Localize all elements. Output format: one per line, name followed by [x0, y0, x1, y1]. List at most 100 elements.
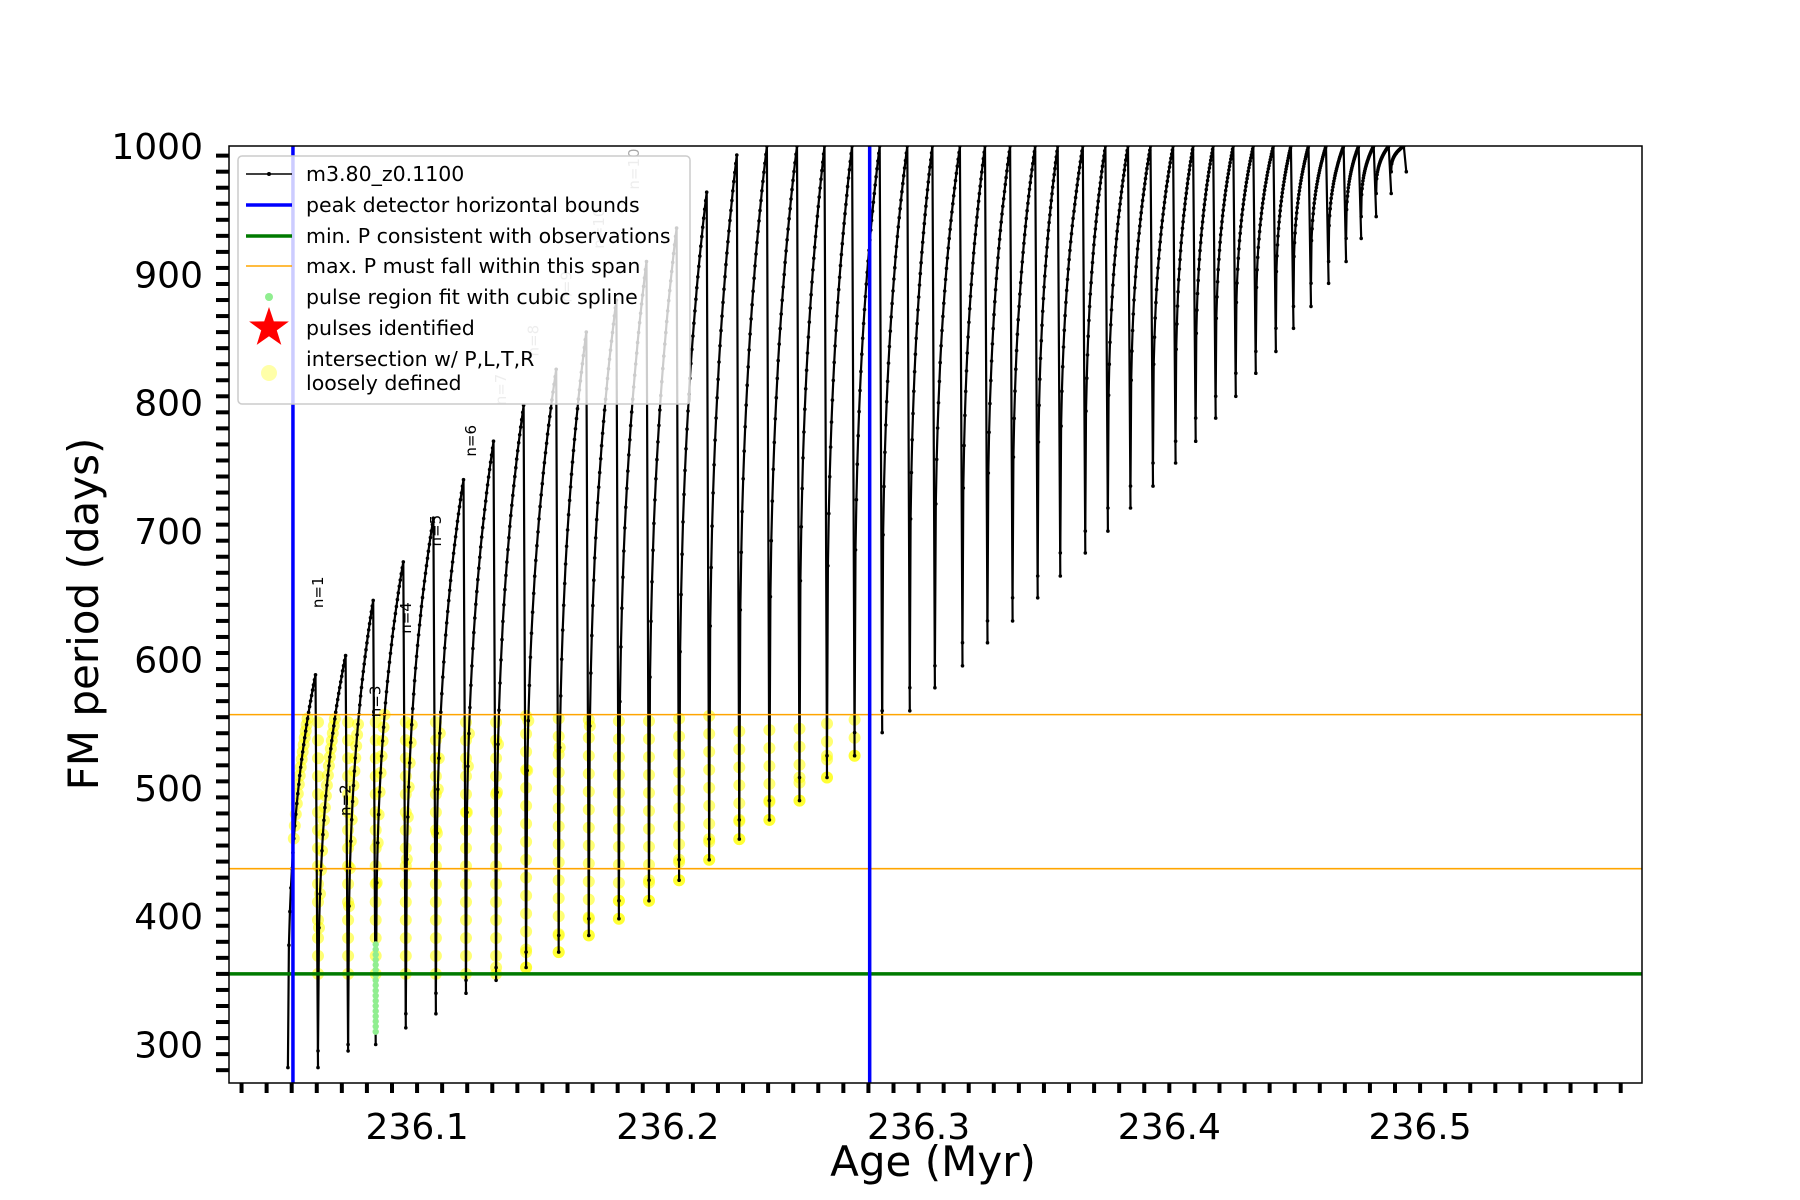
- series-point: [1236, 256, 1241, 261]
- series-point: [965, 351, 970, 355]
- series-point: [399, 572, 404, 576]
- series-point: [1135, 255, 1139, 260]
- series-point: [627, 453, 631, 457]
- series-point: [1173, 439, 1178, 444]
- series-point: [358, 703, 362, 707]
- series-point: [327, 764, 331, 768]
- series-point: [1050, 185, 1055, 189]
- series-point: [434, 1011, 438, 1016]
- series-point: [701, 216, 706, 220]
- series-point: [1067, 257, 1071, 262]
- series-point: [1045, 245, 1049, 250]
- series-point: [1280, 195, 1284, 199]
- series-point: [287, 943, 291, 947]
- intersection-point: [342, 716, 355, 729]
- series-point: [1205, 183, 1209, 187]
- series-point: [1178, 257, 1182, 262]
- series-point: [394, 604, 399, 609]
- series-point: [361, 669, 366, 674]
- series-point: [469, 683, 473, 688]
- series-point: [1239, 224, 1243, 229]
- series-point: [1195, 308, 1199, 312]
- series-point: [1332, 179, 1336, 183]
- series-point: [1329, 196, 1333, 201]
- series-point: [757, 219, 761, 223]
- series-point: [716, 377, 720, 382]
- series-point: [488, 460, 493, 465]
- series-point: [328, 755, 332, 759]
- series-point: [791, 178, 795, 183]
- series-point: [1102, 149, 1107, 153]
- series-point: [980, 170, 984, 174]
- series-point: [560, 628, 565, 632]
- series-point: [797, 775, 802, 780]
- series-point: [1049, 198, 1054, 203]
- series-point: [404, 1026, 408, 1030]
- series-point: [934, 457, 939, 462]
- series-point: [719, 328, 723, 333]
- series-point: [407, 761, 412, 765]
- series-point: [1145, 162, 1150, 166]
- series-point: [927, 172, 931, 177]
- series-point: [951, 202, 955, 206]
- series-point: [1077, 171, 1081, 175]
- series-point: [543, 451, 548, 455]
- series-point: [684, 447, 688, 451]
- series-point: [517, 433, 522, 437]
- series-point: [980, 163, 985, 168]
- pulse-number-label: n=6: [462, 425, 480, 457]
- series-point: [1197, 257, 1202, 262]
- series-point: [1178, 249, 1183, 253]
- series-point: [512, 484, 516, 488]
- y-tick-label: 400: [134, 897, 203, 938]
- series-point: [626, 469, 630, 473]
- series-point: [304, 722, 309, 727]
- series-point: [1161, 212, 1165, 217]
- series-point: [892, 277, 896, 281]
- series-point: [1374, 176, 1379, 181]
- series-point: [1344, 259, 1348, 264]
- legend-item-orange-max: max. P must fall within this span: [246, 254, 640, 278]
- series-point: [895, 234, 900, 239]
- series-point: [1083, 529, 1088, 533]
- series-point: [358, 694, 363, 698]
- series-point: [574, 416, 579, 421]
- series-point: [1090, 260, 1095, 265]
- series-point: [793, 161, 797, 165]
- series-point: [300, 750, 305, 754]
- series-point: [1281, 183, 1286, 188]
- series-point: [700, 225, 705, 230]
- series-point: [1143, 176, 1148, 181]
- series-point: [916, 308, 920, 312]
- series-point: [309, 693, 314, 698]
- series-point: [1229, 157, 1233, 161]
- series-point: [532, 574, 537, 578]
- series-point: [1069, 231, 1074, 236]
- series-point: [1188, 163, 1192, 168]
- series-point: [506, 547, 510, 552]
- series-point: [519, 417, 524, 422]
- series-point: [1254, 285, 1259, 290]
- series-point: [875, 167, 879, 171]
- series-point: [1115, 229, 1119, 233]
- series-point: [401, 560, 406, 564]
- series-point: [1026, 201, 1030, 206]
- series-point: [378, 771, 383, 775]
- series-point: [303, 729, 308, 733]
- series-point: [1091, 251, 1095, 256]
- x-tick-label: 236.2: [616, 1107, 719, 1148]
- series-point: [730, 198, 734, 203]
- series-point: [845, 193, 849, 198]
- series-point: [1204, 187, 1209, 192]
- series-point: [974, 223, 978, 228]
- series-point: [700, 234, 704, 239]
- series-point: [395, 597, 400, 602]
- series-point: [545, 432, 550, 436]
- series-point: [620, 606, 624, 610]
- series-point: [1203, 192, 1208, 197]
- series-point: [336, 691, 341, 696]
- series-point: [1012, 416, 1016, 421]
- series-point: [1044, 254, 1049, 259]
- series-point: [1266, 167, 1271, 171]
- series-point: [1213, 394, 1218, 399]
